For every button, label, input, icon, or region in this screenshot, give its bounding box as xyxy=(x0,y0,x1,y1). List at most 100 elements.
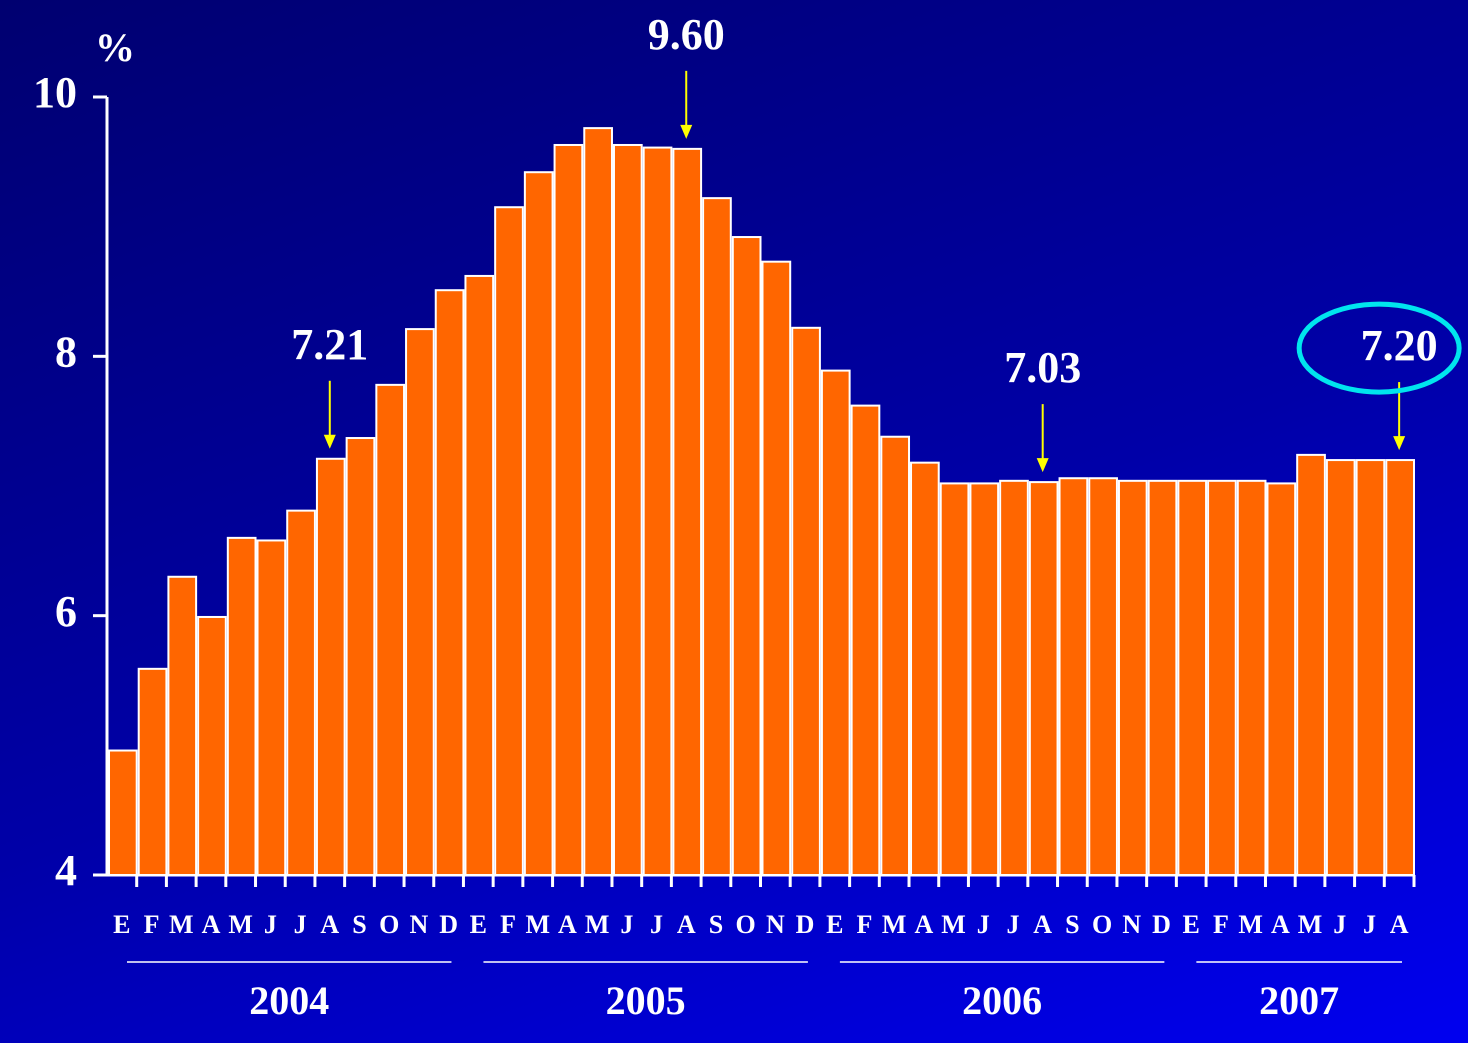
bar xyxy=(523,171,554,876)
y-tick-label: 8 xyxy=(55,327,77,376)
x-tick-label: J xyxy=(1006,910,1019,939)
bar xyxy=(910,461,940,876)
x-tick-label: O xyxy=(736,910,756,939)
bar xyxy=(1266,482,1297,876)
y-tick-label: 10 xyxy=(33,68,77,117)
x-tick-label: J xyxy=(264,910,277,939)
bar xyxy=(850,404,881,876)
bar xyxy=(642,146,673,876)
bar xyxy=(1325,459,1356,876)
x-tick-label: A xyxy=(1390,910,1409,939)
x-tick-label: J xyxy=(1333,910,1346,939)
x-tick-label: M xyxy=(882,910,907,939)
bar xyxy=(1296,453,1326,876)
highlight xyxy=(1296,301,1462,395)
x-tick-label: M xyxy=(585,910,610,939)
x-tick-label: E xyxy=(113,910,130,939)
x-tick-label: D xyxy=(796,910,815,939)
x-tick-label: J xyxy=(620,910,633,939)
bar xyxy=(969,482,1000,876)
y-tick-label: 6 xyxy=(55,587,77,636)
bar xyxy=(731,236,762,877)
bar xyxy=(761,260,792,876)
bar xyxy=(939,482,970,876)
bar xyxy=(1088,477,1118,876)
x-tick-label: A xyxy=(677,910,696,939)
x-tick-label: A xyxy=(914,910,933,939)
bar xyxy=(1058,477,1089,876)
bar xyxy=(137,667,168,877)
bar xyxy=(1117,479,1148,876)
bar xyxy=(226,536,257,876)
x-tick-label: F xyxy=(144,910,160,939)
bar xyxy=(583,127,613,876)
arrow-head xyxy=(1036,458,1049,473)
value-label: 7.03 xyxy=(1004,343,1081,392)
x-tick-label: M xyxy=(228,910,253,939)
bar xyxy=(405,328,435,876)
y-tick-label: 4 xyxy=(55,846,77,895)
bar xyxy=(820,369,851,876)
x-tick-label: F xyxy=(1213,910,1229,939)
bar xyxy=(167,575,198,876)
value-label: 9.60 xyxy=(648,10,725,59)
value-label: 7.21 xyxy=(291,320,368,369)
bar xyxy=(286,509,316,876)
bar xyxy=(1207,479,1237,876)
x-tick-label: M xyxy=(1298,910,1323,939)
x-tick-label: F xyxy=(500,910,516,939)
x-tick-label: A xyxy=(1033,910,1052,939)
bar xyxy=(999,479,1029,876)
x-tick-label: E xyxy=(826,910,843,939)
bar xyxy=(791,326,821,877)
value-label: 7.20 xyxy=(1361,321,1438,370)
bar xyxy=(108,749,138,877)
arrow-head xyxy=(680,124,693,139)
x-tick-label: N xyxy=(766,910,785,939)
bar xyxy=(197,615,227,876)
x-tick-label: A xyxy=(558,910,577,939)
y-axis-label: % xyxy=(95,25,135,70)
x-tick-label: D xyxy=(1152,910,1171,939)
x-tick-label: A xyxy=(202,910,221,939)
bar xyxy=(434,289,465,877)
bar xyxy=(612,143,643,876)
bar xyxy=(702,197,732,876)
bar xyxy=(375,383,406,876)
bar xyxy=(553,143,584,876)
x-tick-label: M xyxy=(169,910,194,939)
x-tick-label: O xyxy=(1092,910,1112,939)
x-tick-label: O xyxy=(379,910,399,939)
bar xyxy=(345,437,376,876)
x-tick-label: E xyxy=(1183,910,1200,939)
bar xyxy=(315,457,346,876)
bar xyxy=(1385,459,1415,876)
x-tick-label: S xyxy=(352,910,366,939)
bar xyxy=(1355,459,1386,876)
x-tick-label: D xyxy=(439,910,458,939)
bar xyxy=(494,206,524,876)
x-tick-label: S xyxy=(709,910,723,939)
x-tick-label: M xyxy=(525,910,550,939)
x-tick-label: J xyxy=(650,910,663,939)
bar xyxy=(672,147,703,877)
x-tick-label: J xyxy=(977,910,990,939)
x-tick-label: F xyxy=(857,910,873,939)
year-label: 2004 xyxy=(249,978,329,1023)
x-tick-label: A xyxy=(320,910,339,939)
bar xyxy=(1028,481,1059,876)
year-label: 2006 xyxy=(962,978,1042,1023)
arrow-head xyxy=(1393,436,1406,451)
x-tick-label: E xyxy=(470,910,487,939)
x-tick-label: N xyxy=(1122,910,1141,939)
x-tick-label: J xyxy=(294,910,307,939)
bar xyxy=(1177,479,1208,876)
year-label: 2005 xyxy=(606,978,686,1023)
bar xyxy=(1147,479,1178,876)
bar xyxy=(256,539,287,877)
x-tick-label: S xyxy=(1065,910,1079,939)
x-tick-label: J xyxy=(1363,910,1376,939)
bar xyxy=(1236,479,1267,876)
